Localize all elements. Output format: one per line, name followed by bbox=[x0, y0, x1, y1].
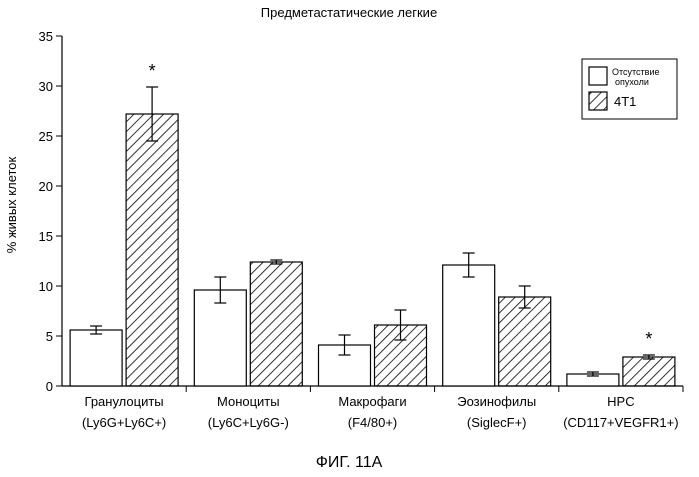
y-tick-label: 15 bbox=[39, 229, 53, 244]
y-tick-label: 10 bbox=[39, 279, 53, 294]
bar-4t1 bbox=[622, 356, 676, 387]
bar-no-tumor bbox=[69, 329, 123, 387]
category-label: Макрофаги bbox=[338, 394, 406, 409]
figure-caption: ФИГ. 11А bbox=[316, 454, 383, 471]
bar-no-tumor bbox=[193, 289, 247, 387]
category-sublabel: (Ly6G+Ly6C+) bbox=[82, 415, 166, 430]
category-label: Эозинофилы bbox=[457, 394, 536, 409]
chart-title: Предметастатические легкие bbox=[261, 5, 437, 20]
bar-4t1 bbox=[125, 113, 179, 387]
bar-no-tumor bbox=[442, 264, 496, 387]
category-sublabel: (CD117+VEGFR1+) bbox=[563, 415, 678, 430]
y-tick-label: 30 bbox=[39, 79, 53, 94]
legend-label-4t1: 4T1 bbox=[614, 94, 636, 109]
category-sublabel: (F4/80+) bbox=[348, 415, 398, 430]
bar-4t1 bbox=[249, 261, 303, 387]
y-axis-label: % живых клеток bbox=[4, 156, 19, 253]
legend-label-no-tumor-line2: опухоли bbox=[615, 77, 649, 87]
category-label: Гранулоциты bbox=[85, 394, 164, 409]
legend-swatch-no-tumor bbox=[588, 66, 608, 86]
category-sublabel: (Ly6C+Ly6G-) bbox=[208, 415, 289, 430]
legend-label-no-tumor: Отсутствие bbox=[612, 67, 659, 77]
bar-4t1 bbox=[498, 296, 552, 387]
category-sublabel: (SiglecF+) bbox=[467, 415, 527, 430]
category-label: HPC bbox=[607, 394, 634, 409]
y-tick-label: 20 bbox=[39, 179, 53, 194]
y-tick-label: 35 bbox=[39, 29, 53, 44]
plot-area: 0 5 10 15 20 25 30 35 * Гранулоциты (Ly6G+Ly6C+) Мо… bbox=[39, 29, 684, 430]
significance-star: * bbox=[149, 61, 156, 81]
significance-star: * bbox=[645, 329, 652, 349]
legend-swatch-4t1 bbox=[588, 91, 608, 111]
y-tick-label: 25 bbox=[39, 129, 53, 144]
y-tick-label: 5 bbox=[46, 329, 53, 344]
category-label: Моноциты bbox=[217, 394, 280, 409]
y-tick-label: 0 bbox=[46, 379, 53, 394]
